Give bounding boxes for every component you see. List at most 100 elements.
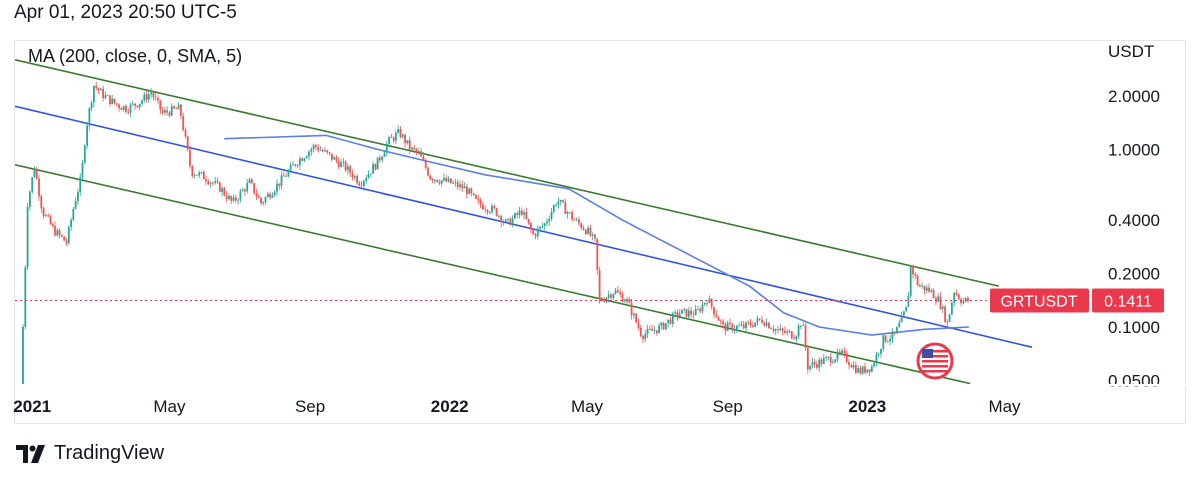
candle-body xyxy=(543,223,546,227)
candle xyxy=(880,348,882,359)
candle-body xyxy=(198,172,201,176)
candle-body xyxy=(408,140,411,150)
candle xyxy=(550,208,553,221)
candle xyxy=(392,136,395,143)
candle xyxy=(239,188,242,203)
candle-body xyxy=(731,323,734,331)
candle-body xyxy=(67,226,70,244)
candle xyxy=(212,181,214,186)
candle xyxy=(369,173,372,178)
candle-body xyxy=(795,336,798,340)
candle-body xyxy=(511,218,514,226)
candle-body xyxy=(717,317,720,321)
candle-body xyxy=(804,325,807,348)
candle-body xyxy=(372,164,374,174)
candle xyxy=(630,298,633,320)
candle xyxy=(784,326,786,335)
candle-body xyxy=(79,177,82,193)
candle-body xyxy=(665,323,667,330)
candle xyxy=(51,222,54,228)
candle-body xyxy=(111,98,114,104)
candle xyxy=(749,319,752,328)
candle-body xyxy=(957,294,960,300)
candle xyxy=(470,187,473,197)
candle xyxy=(584,228,587,236)
candle xyxy=(58,228,61,239)
candle-body xyxy=(955,292,958,295)
candle xyxy=(665,323,667,331)
candle xyxy=(463,182,466,189)
candle xyxy=(724,322,727,335)
candle xyxy=(472,192,475,196)
candle-body xyxy=(898,322,901,328)
candle-body xyxy=(326,150,329,153)
candle xyxy=(816,360,818,370)
candle xyxy=(644,330,647,342)
candle-body xyxy=(138,103,141,108)
candle xyxy=(250,177,253,185)
candle xyxy=(134,103,136,110)
candle xyxy=(893,331,896,336)
candle-body xyxy=(713,306,715,315)
candle-body xyxy=(635,313,638,323)
candle xyxy=(413,145,416,154)
candle xyxy=(35,166,38,180)
candle-body xyxy=(848,362,850,366)
candle xyxy=(555,202,557,208)
candle-body xyxy=(827,356,830,358)
candle xyxy=(191,165,194,179)
candle xyxy=(184,127,187,139)
candle xyxy=(804,323,807,351)
candle xyxy=(349,164,352,177)
candle-body xyxy=(250,179,253,184)
candle-body xyxy=(342,161,345,163)
candle xyxy=(539,226,541,233)
candle-body xyxy=(951,302,953,315)
candle-body xyxy=(63,236,66,241)
candle xyxy=(912,264,914,279)
candle-body xyxy=(726,322,729,331)
candle xyxy=(305,155,308,159)
candle xyxy=(168,110,171,118)
candle xyxy=(147,90,150,103)
candle-body xyxy=(54,226,56,236)
candle-body xyxy=(802,325,805,326)
candle xyxy=(376,157,379,170)
chart-frame[interactable] xyxy=(14,40,1186,424)
candle xyxy=(868,369,871,377)
candle xyxy=(159,100,162,115)
candle-body xyxy=(134,103,136,106)
candle xyxy=(310,146,313,156)
candle-body xyxy=(761,319,763,323)
candle xyxy=(262,201,265,206)
candle-body xyxy=(749,322,752,326)
candle-body xyxy=(740,324,743,326)
candle-body xyxy=(454,182,457,183)
candle xyxy=(536,225,539,240)
candle xyxy=(29,190,31,211)
candle xyxy=(72,207,75,221)
candle-body xyxy=(681,309,683,314)
candle-body xyxy=(724,324,727,331)
candle xyxy=(115,103,118,107)
candle xyxy=(292,161,294,166)
candle-body xyxy=(509,218,512,226)
candle xyxy=(692,310,695,319)
candle xyxy=(843,347,846,358)
candle xyxy=(337,157,340,170)
candle-body xyxy=(214,181,217,183)
axes: USDT 2.0000 1.0000 0.4000 0.2000 0.1000 0.0500… xyxy=(13,42,1196,416)
candle-body xyxy=(589,227,592,236)
footer-brand[interactable]: TradingView xyxy=(16,442,164,465)
candle-body xyxy=(916,275,919,286)
candle-body xyxy=(960,299,962,304)
candle-body xyxy=(159,100,162,110)
candle-body xyxy=(703,302,706,305)
candle xyxy=(342,158,345,167)
candle xyxy=(223,186,226,197)
candle-body xyxy=(477,198,480,201)
candle-body xyxy=(424,160,427,168)
candle-body xyxy=(882,335,885,349)
candle-body xyxy=(433,179,436,181)
